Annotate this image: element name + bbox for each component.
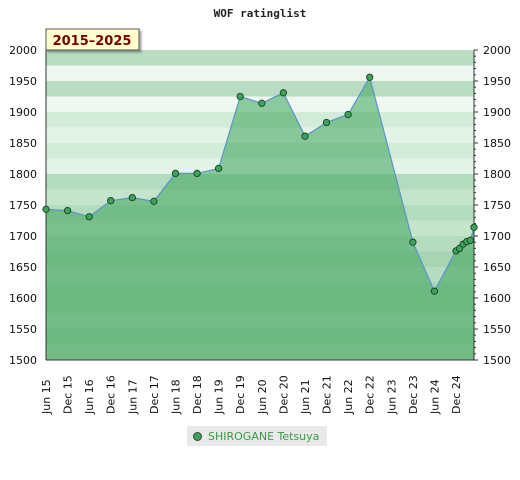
rating-point	[128, 193, 136, 202]
rating-point	[150, 197, 158, 205]
y-tick-label-right: 1800	[483, 168, 511, 181]
rating-point	[42, 205, 50, 213]
x-tick-label: Dec 15	[62, 375, 75, 414]
x-tick-label: Dec 18	[191, 375, 204, 414]
x-tick-label: Dec 17	[148, 375, 161, 414]
y-tick-label-left: 1950	[9, 75, 37, 88]
x-tick-label: Dec 20	[277, 375, 290, 414]
rating-point	[193, 169, 201, 178]
y-tick-label-right: 1600	[483, 292, 511, 305]
rating-point	[214, 164, 223, 173]
y-tick-label-right: 1550	[483, 323, 511, 336]
x-tick-label: Dec 24	[450, 375, 463, 414]
y-tick-label-right: 1700	[483, 230, 511, 243]
x-tick-label: Dec 16	[105, 375, 118, 414]
rating-point	[430, 287, 439, 295]
rating-point	[366, 73, 374, 81]
rating-point	[85, 213, 93, 221]
y-tick-label-left: 1500	[9, 354, 37, 367]
rating-point	[258, 99, 266, 107]
x-tick-label: Jun 18	[169, 379, 182, 415]
rating-area-fill	[46, 77, 474, 361]
rating-point	[63, 206, 72, 215]
legend-marker-icon	[193, 431, 202, 441]
rating-point	[409, 238, 417, 246]
y-tick-label-left: 2000	[9, 44, 37, 57]
period-badge: 2015–2025	[45, 28, 140, 51]
x-tick-label: Dec 21	[321, 375, 334, 414]
y-tick-label-right: 1900	[483, 106, 511, 119]
rating-point	[107, 197, 115, 205]
rating-points	[42, 73, 478, 295]
x-tick-label: Jun 16	[83, 379, 96, 415]
y-tick-label-left: 1600	[9, 292, 37, 305]
axes	[45, 49, 478, 361]
y-tick-label-right: 1750	[483, 199, 511, 212]
x-axis-labels: Jun 15 Dec 15 Jun 16 Dec 16 Jun 17 Dec 17 Jun …	[40, 375, 463, 415]
background-band	[46, 81, 474, 97]
x-tick-label: Jun 21	[299, 379, 312, 415]
legend: SHIROGANE Tetsuya	[187, 426, 328, 446]
y-tick-label-left: 1900	[9, 106, 37, 119]
y-tick-label-left: 1550	[9, 323, 37, 336]
y-tick-label-right: 1500	[483, 354, 511, 367]
chart-title: WOF ratinglist	[214, 7, 307, 20]
legend-series-name: SHIROGANE Tetsuya	[208, 429, 320, 443]
x-tick-label: Jun 17	[126, 379, 139, 415]
x-tick-label: Jun 23	[385, 379, 398, 415]
period-badge-label: 2015–2025	[53, 34, 132, 49]
x-tick-label: Dec 19	[234, 375, 247, 414]
rating-point	[236, 92, 244, 101]
y-tick-label-left: 1650	[9, 261, 37, 274]
rating-point	[279, 89, 288, 97]
y-axis-right-labels: 1500 1550 1600 1650 1700 1750 1800 1850 1900 1950…	[483, 44, 511, 367]
y-tick-label-left: 1800	[9, 168, 37, 181]
y-tick-label-right: 1850	[483, 137, 511, 150]
rating-point	[171, 169, 180, 178]
x-tick-label: Jun 24	[428, 379, 441, 415]
x-tick-label: Jun 20	[256, 379, 269, 415]
y-axis-left-labels: 1500 1550 1600 1650 1700 1750 1800 1850 1900 1950…	[9, 44, 37, 367]
x-tick-label: Dec 22	[364, 375, 377, 414]
rating-point	[470, 223, 478, 231]
y-tick-label-left: 1750	[9, 199, 37, 212]
y-tick-label-right: 1650	[483, 261, 511, 274]
background-band	[46, 50, 474, 66]
x-tick-label: Jun 15	[40, 379, 53, 415]
rating-point	[466, 236, 475, 244]
x-tick-label: Jun 22	[342, 379, 355, 415]
x-tick-label: Dec 23	[407, 375, 420, 414]
rating-point	[322, 118, 331, 127]
y-tick-label-left: 1700	[9, 230, 37, 243]
rating-point	[344, 110, 352, 119]
x-tick-label: Jun 19	[213, 379, 226, 415]
y-tick-label-right: 1950	[483, 75, 511, 88]
y-tick-label-right: 2000	[483, 44, 511, 57]
y-tick-label-left: 1850	[9, 137, 37, 150]
rating-point	[301, 132, 309, 140]
background-band	[46, 65, 474, 81]
